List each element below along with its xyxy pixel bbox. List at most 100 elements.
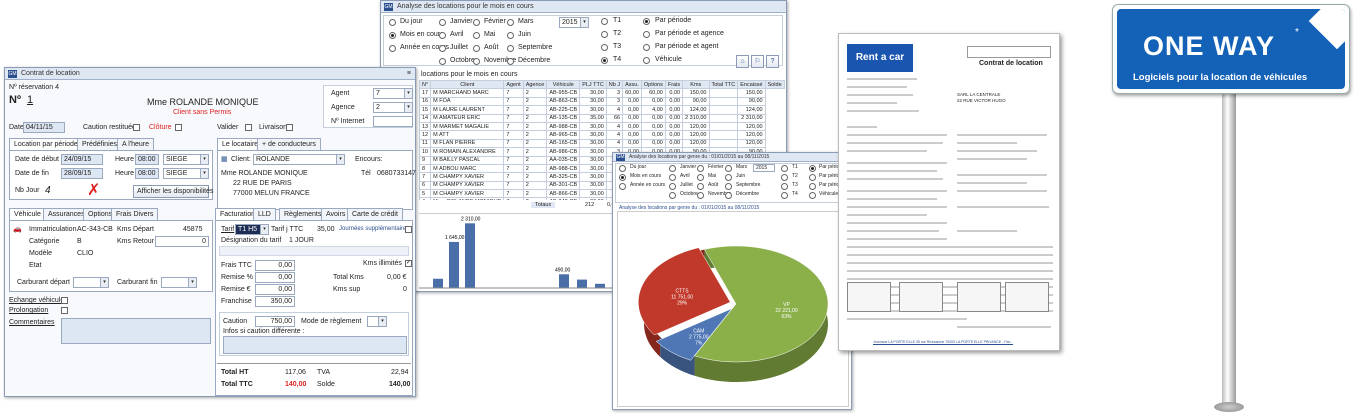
table-row[interactable]: 13 M MARMET MAGALIE 7 2 AB-988-CB 30,00 4 0,00 0… xyxy=(419,121,785,132)
grid-header-cell[interactable]: Nb J xyxy=(605,80,624,90)
heure-fin-field[interactable]: 08:00 xyxy=(135,168,159,179)
client-select[interactable]: ROLANDE ▾ xyxy=(253,154,345,165)
commentaires-field[interactable] xyxy=(61,318,211,344)
mode-radio[interactable] xyxy=(643,31,650,38)
type-radio[interactable] xyxy=(601,57,608,64)
year-select[interactable]: 2015 ▾ xyxy=(559,17,589,28)
type-radio[interactable] xyxy=(601,44,608,51)
month-radio[interactable] xyxy=(507,45,514,52)
echange-checkbox[interactable] xyxy=(61,297,68,304)
month-radio[interactable] xyxy=(439,32,446,39)
table-row[interactable]: 12 M ATT 7 2 AB-965-CB 30,00 4 0,00 0,00 0,00 120,… xyxy=(419,130,785,140)
month-radio[interactable] xyxy=(669,165,676,172)
grid-header-cell[interactable]: PLJ TTC xyxy=(579,80,607,90)
period-radio[interactable] xyxy=(389,19,396,26)
grid-header-cell[interactable]: Options xyxy=(640,80,666,90)
grid-header-cell[interactable]: Assu. xyxy=(622,80,642,90)
cloture-checkbox[interactable] xyxy=(175,124,182,131)
table-row[interactable]: 14 M AMATEUR ERIC 7 2 AB-135-CB 35,00 66 0,00 0,… xyxy=(419,113,785,123)
month-radio[interactable] xyxy=(473,19,480,26)
help-button[interactable]: ? xyxy=(766,55,779,68)
grid-header-cell[interactable]: Agence xyxy=(522,80,548,90)
home-button[interactable]: ⌂ xyxy=(736,55,749,68)
mode-radio[interactable] xyxy=(809,192,816,199)
type-radio[interactable] xyxy=(781,165,788,172)
afficher-disponibilites-button[interactable]: Afficher les disponibilités xyxy=(133,185,214,198)
month-radio[interactable] xyxy=(669,174,676,181)
mode-reglement-select[interactable]: ▾ xyxy=(367,316,387,327)
period-radio[interactable] xyxy=(619,174,626,181)
month-radio[interactable] xyxy=(697,183,704,190)
month-radio[interactable] xyxy=(697,192,704,199)
table-row[interactable]: 16 M FOA 7 2 AB-863-CB 30,00 3 0,00 0,00 0,00 90,0… xyxy=(419,96,785,107)
month-radio[interactable] xyxy=(439,19,446,26)
remise-eur-field[interactable]: 0,00 xyxy=(255,284,295,295)
month-radio[interactable] xyxy=(697,174,704,181)
month-radio[interactable] xyxy=(473,58,480,65)
month-radio[interactable] xyxy=(507,19,514,26)
prolongation-checkbox[interactable] xyxy=(61,307,68,314)
date-field[interactable]: 04/11/15 xyxy=(23,122,65,133)
franchise-field[interactable]: 350,00 xyxy=(255,296,295,307)
carburant-depart-select[interactable]: ▾ xyxy=(73,277,109,288)
jours-supp-checkbox[interactable] xyxy=(405,226,412,233)
month-radio[interactable] xyxy=(507,32,514,39)
caution-field[interactable]: 750,00 xyxy=(255,316,295,327)
grid-header-cell[interactable]: Client xyxy=(430,80,505,90)
type-radio[interactable] xyxy=(781,174,788,181)
month-radio[interactable] xyxy=(725,165,732,172)
grid-header-cell[interactable]: Agent xyxy=(503,80,524,90)
caution-restituee-checkbox[interactable] xyxy=(133,124,140,131)
run-button[interactable]: ⚐ xyxy=(751,55,764,68)
kms-illimites-checkbox[interactable]: ✓ xyxy=(405,260,412,267)
grid-header-cell[interactable]: Solde xyxy=(764,80,785,90)
grid-header-cell[interactable]: Kms xyxy=(682,80,710,90)
valider-checkbox[interactable] xyxy=(245,124,252,131)
month-radio[interactable] xyxy=(669,183,676,190)
designation-area[interactable] xyxy=(219,246,409,256)
month-radio[interactable] xyxy=(473,32,480,39)
type-radio[interactable] xyxy=(601,18,608,25)
type-radio[interactable] xyxy=(781,192,788,199)
date-fin-field[interactable]: 28/09/15 xyxy=(61,168,103,179)
agence-select[interactable]: 2 ▾ xyxy=(373,102,413,113)
infos-caution-field[interactable] xyxy=(223,336,407,354)
year-select[interactable]: 2015 xyxy=(753,164,775,172)
carburant-fin-select[interactable]: ▾ xyxy=(161,277,197,288)
mode-radio[interactable] xyxy=(643,18,650,25)
tarif-select[interactable]: T1 H5 ▾ xyxy=(235,224,269,235)
type-radio[interactable] xyxy=(601,31,608,38)
mode-radio[interactable] xyxy=(643,44,650,51)
month-radio[interactable] xyxy=(725,183,732,190)
mode-radio[interactable] xyxy=(809,183,816,190)
siege-fin-select[interactable]: SIEGE ▾ xyxy=(163,168,209,179)
period-radio[interactable] xyxy=(619,183,626,190)
window-menu-icon[interactable]: ≡ xyxy=(406,70,411,77)
table-row[interactable]: 11 M FLAN PIERRE 7 2 AB-165-CB 30,00 4 0,00 0,00… xyxy=(419,138,785,149)
period-radio[interactable] xyxy=(389,32,396,39)
grid-header-cell[interactable]: Véhicule xyxy=(546,80,581,90)
grid-header-cell[interactable]: Encaissé xyxy=(737,80,766,90)
heure-debut-field[interactable]: 08:00 xyxy=(135,154,159,165)
period-radio[interactable] xyxy=(619,165,626,172)
livraison-checkbox[interactable] xyxy=(286,124,293,131)
table-row[interactable]: 17 M MARCHAND MARC 7 2 AB-955-CB 30,00 3 60,00 6… xyxy=(419,88,785,98)
period-radio[interactable] xyxy=(389,45,396,52)
type-radio[interactable] xyxy=(781,183,788,190)
kms-retour-field[interactable]: 0 xyxy=(155,236,209,247)
table-row[interactable]: 15 M LAURE LAURENT 7 2 AB-225-CB 30,00 4 0,00 4,… xyxy=(419,105,785,115)
frais-field[interactable]: 0,00 xyxy=(255,260,295,271)
internet-field[interactable] xyxy=(373,116,413,127)
month-radio[interactable] xyxy=(439,45,446,52)
grid-header-cell[interactable]: Frais xyxy=(664,80,684,90)
month-radio[interactable] xyxy=(473,45,480,52)
siege-debut-select[interactable]: SIEGE ▾ xyxy=(163,154,209,165)
mode-radio[interactable] xyxy=(809,165,816,172)
month-radio[interactable] xyxy=(669,192,676,199)
mode-radio[interactable] xyxy=(809,174,816,181)
date-debut-field[interactable]: 24/09/15 xyxy=(61,154,103,165)
mode-radio[interactable] xyxy=(643,57,650,64)
month-radio[interactable] xyxy=(697,165,704,172)
agent-select[interactable]: 7 ▾ xyxy=(373,88,413,99)
month-radio[interactable] xyxy=(725,174,732,181)
